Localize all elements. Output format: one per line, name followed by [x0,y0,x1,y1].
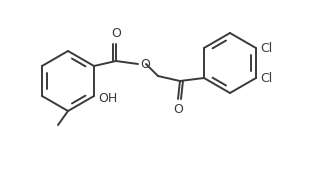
Text: O: O [140,58,150,71]
Text: Cl: Cl [260,71,272,84]
Text: O: O [111,27,121,40]
Text: O: O [174,103,183,116]
Text: OH: OH [98,92,117,105]
Text: Cl: Cl [260,42,272,55]
